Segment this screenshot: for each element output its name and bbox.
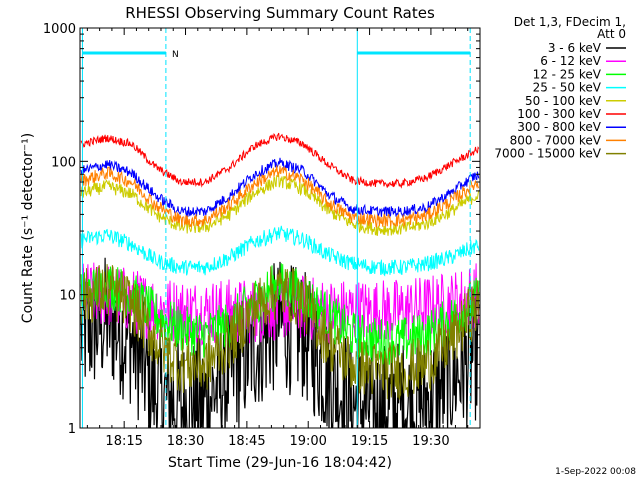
plot-series-group <box>80 132 480 428</box>
legend-label-3: 12 - 25 keV <box>533 67 602 81</box>
plot-frame <box>79 27 481 429</box>
x-tick-label-4: 19:00 <box>289 434 326 449</box>
series-line-1 <box>80 257 480 428</box>
y-tick-label-2: 10 <box>59 289 76 304</box>
x-tick-label-1: 18:15 <box>105 434 142 449</box>
y-tick-label-1: 1 <box>68 422 76 437</box>
legend-label-1: 3 - 6 keV <box>548 41 602 55</box>
x-tick-label-6: 19:30 <box>412 434 449 449</box>
legend-header-line-1: Det 1,3, FDecim 1, <box>514 15 626 29</box>
x-tick-label-5: 19:15 <box>351 434 388 449</box>
legend-label-9: 7000 - 15000 keV <box>494 147 601 161</box>
legend-label-7: 300 - 800 keV <box>517 120 601 134</box>
y-tick-label-4: 1000 <box>43 22 76 37</box>
y-axis-ticks: 1 10 100 1000 <box>43 22 480 437</box>
series-line-5 <box>80 172 480 236</box>
footer-timestamp: 1-Sep-2022 00:08 <box>555 467 636 477</box>
legend-label-8: 800 - 7000 keV <box>510 133 602 147</box>
x-tick-label-2: 18:30 <box>167 434 204 449</box>
legend-label-5: 50 - 100 keV <box>525 94 602 108</box>
legend-header-line-2: Att 0 <box>597 27 626 41</box>
legend-label-2: 6 - 12 keV <box>540 54 602 68</box>
chart-title: RHESSI Observing Summary Count Rates <box>125 4 435 22</box>
x-axis-label: Start Time (29-Jun-16 18:04:42) <box>168 455 392 471</box>
y-axis-label: Count Rate (s⁻¹ detector⁻¹) <box>20 133 36 323</box>
plot-area: N <box>80 28 480 428</box>
series-line-6 <box>80 132 480 189</box>
legend-label-4: 25 - 50 keV <box>533 81 602 95</box>
series-line-4 <box>80 225 480 277</box>
series-line-7 <box>80 157 480 218</box>
x-axis-ticks: 18:15 18:30 18:45 19:00 19:15 19:30 <box>86 28 469 449</box>
series-line-3 <box>80 263 480 365</box>
x-tick-label-3: 18:45 <box>228 434 265 449</box>
series-line-9 <box>80 264 480 400</box>
y-tick-label-3: 100 <box>51 155 76 170</box>
mode-bar-label: N <box>172 50 179 60</box>
legend-label-6: 100 - 300 keV <box>517 107 601 121</box>
series-line-8 <box>80 165 480 229</box>
